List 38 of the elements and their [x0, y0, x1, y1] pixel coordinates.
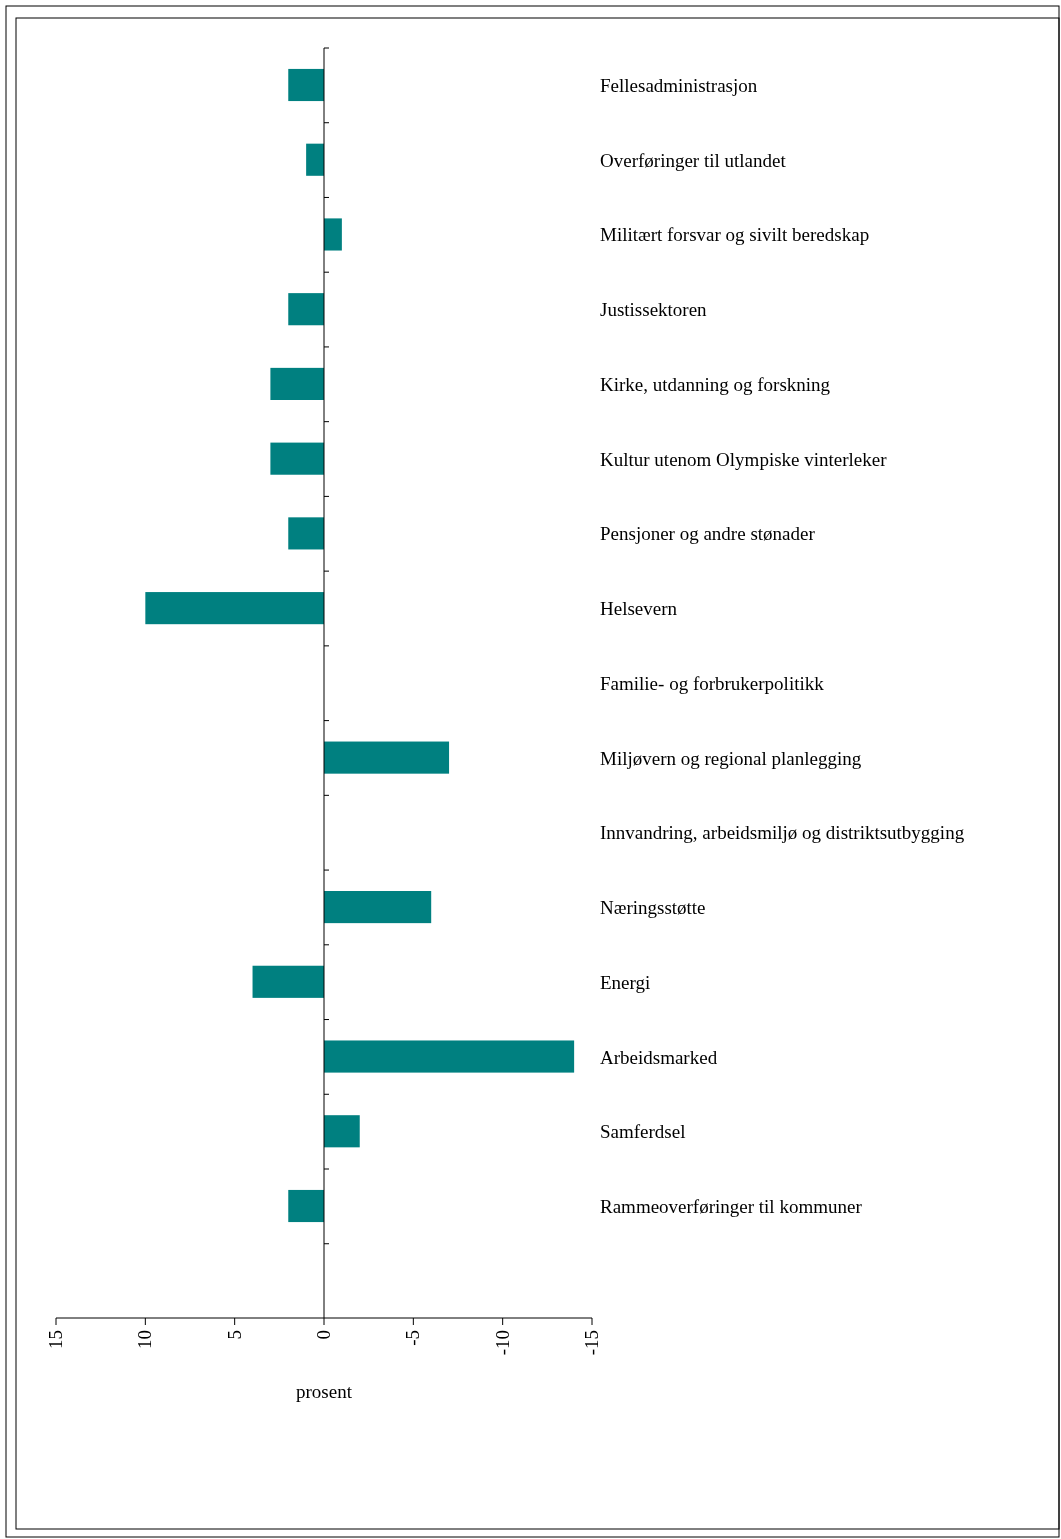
- bar: [288, 1189, 324, 1223]
- bar: [324, 1115, 360, 1148]
- bar: [252, 965, 324, 998]
- y-tick-label: Militært forsvar og sivilt beredskap: [600, 224, 870, 246]
- y-tick-label: Miljøvern og regional planlegging: [600, 747, 862, 769]
- x-tick-label: 5: [223, 1330, 245, 1340]
- x-tick-label: -10: [491, 1330, 513, 1356]
- bar: [324, 891, 432, 924]
- y-tick-label: Rammeoverføringer til kommuner: [600, 1196, 863, 1218]
- x-tick-label: -15: [581, 1330, 602, 1356]
- bar: [270, 442, 324, 475]
- y-tick-label: Fellesadministrasjon: [600, 74, 758, 96]
- y-tick-label: Kultur utenom Olympiske vinterleker: [600, 448, 888, 470]
- y-tick-label: Pensjoner og andre stønader: [600, 523, 816, 545]
- bar: [324, 1040, 575, 1073]
- y-tick-label: Samferdsel: [600, 1121, 686, 1143]
- y-tick-label: Næringsstøtte: [600, 897, 706, 919]
- bar: [288, 68, 324, 102]
- x-tick-label: 0: [313, 1330, 334, 1340]
- y-tick-label: Justissektoren: [600, 299, 708, 321]
- y-tick-label: Helsevern: [600, 598, 678, 620]
- x-tick-label: -5: [402, 1330, 424, 1346]
- bar: [324, 218, 342, 251]
- y-tick-label: Energi: [600, 971, 651, 993]
- bar: [306, 143, 324, 176]
- bar: [270, 367, 324, 400]
- bar: [288, 293, 324, 326]
- bar: [324, 741, 450, 774]
- y-tick-label: Familie- og forbrukerpolitikk: [600, 672, 825, 694]
- x-tick-label: 15: [45, 1330, 66, 1349]
- y-tick-label: Kirke, utdanning og forskning: [600, 373, 831, 395]
- bar: [288, 517, 324, 550]
- bar: [145, 592, 324, 625]
- y-tick-label: Overføringer til utlandet: [600, 149, 787, 171]
- x-tick-label: 10: [134, 1330, 156, 1349]
- y-tick-label: Arbeidsmarked: [600, 1046, 718, 1068]
- x-axis-title: prosent: [296, 1381, 353, 1402]
- y-tick-label: Innvandring, arbeidsmiljø og distriktsutbygging: [600, 822, 965, 844]
